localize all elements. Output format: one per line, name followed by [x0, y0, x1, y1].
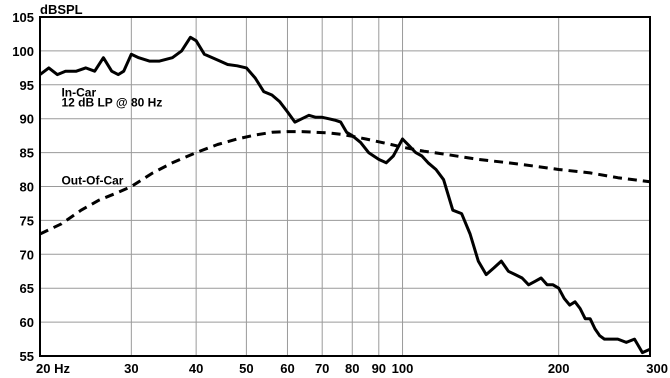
y-tick-label-85: 85 — [20, 146, 34, 161]
y-tick-label-60: 60 — [20, 315, 34, 330]
y-tick-label-100: 100 — [12, 44, 34, 59]
x-tick-label-200: 200 — [548, 361, 570, 376]
x-tick-label-60: 60 — [280, 361, 294, 376]
annotation-2: Out-Of-Car — [61, 173, 123, 187]
y-tick-label-65: 65 — [20, 281, 34, 296]
y-tick-label-105: 105 — [12, 10, 34, 25]
x-tick-label-300: 300 — [646, 361, 668, 376]
y-tick-label-55: 55 — [20, 349, 34, 364]
annotation-1: 12 dB LP @ 80 Hz — [61, 95, 162, 109]
x-tick-label-30: 30 — [124, 361, 138, 376]
series-line-out-of-car — [39, 130, 651, 236]
series-line-in-car — [39, 35, 651, 355]
y-tick-label-75: 75 — [20, 213, 34, 228]
grid-lines — [40, 17, 650, 356]
y-axis-unit-label: dBSPL — [40, 2, 83, 17]
x-tick-labels: 20 Hz 30 40 50 60 70 80 90 100 200 300 — [36, 361, 668, 376]
x-tick-label-50: 50 — [239, 361, 253, 376]
y-tick-label-80: 80 — [20, 180, 34, 195]
x-tick-label-100: 100 — [392, 361, 414, 376]
y-tick-label-95: 95 — [20, 78, 34, 93]
y-tick-label-90: 90 — [20, 112, 34, 127]
series-lines — [39, 35, 651, 355]
x-tick-label-40: 40 — [189, 361, 203, 376]
y-tick-label-70: 70 — [20, 247, 34, 262]
annotation-0: In-Car — [61, 85, 96, 99]
x-tick-label-20: 20 Hz — [36, 361, 70, 376]
x-tick-label-90: 90 — [372, 361, 386, 376]
x-tick-label-70: 70 — [315, 361, 329, 376]
x-tick-label-80: 80 — [345, 361, 359, 376]
y-tick-labels: 55 60 65 70 75 80 85 90 95 100 105 — [12, 10, 34, 364]
plot-frame — [39, 16, 651, 357]
